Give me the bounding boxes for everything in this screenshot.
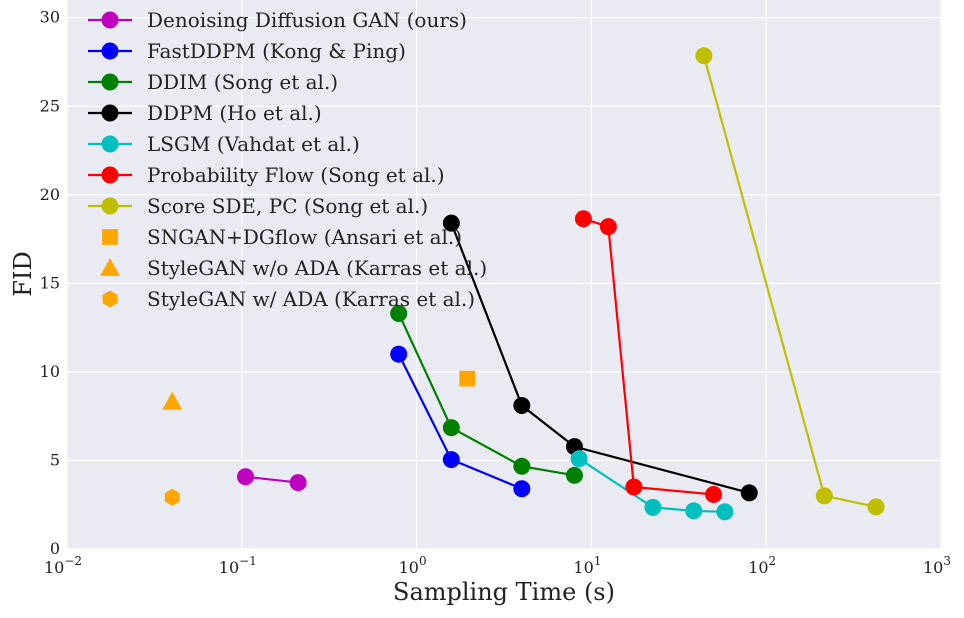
legend-label: LSGM (Vahdat et al.) (147, 132, 360, 156)
legend-label: FastDDPM (Kong & Ping) (147, 39, 406, 63)
legend-label: StyleGAN w/ ADA (Karras et al.) (147, 287, 475, 311)
legend-marker (101, 42, 119, 60)
legend-item-score-sde-pc-song-et-al: Score SDE, PC (Song et al.) (88, 194, 428, 218)
series-ddim-song-et-al (390, 304, 583, 484)
legend-marker (102, 290, 118, 308)
legend: Denoising Diffusion GAN (ours) FastDDPM (… (88, 8, 487, 311)
data-point (289, 474, 307, 492)
legend-item-probability-flow-song-et-al: Probability Flow (Song et al.) (88, 163, 445, 187)
legend-marker (101, 73, 119, 91)
data-point (513, 480, 531, 498)
legend-item-ddpm-ho-et-al: DDPM (Ho et al.) (88, 101, 322, 125)
legend-item-denoising-diffusion-gan-ours: Denoising Diffusion GAN (ours) (88, 8, 467, 32)
legend-label: SNGAN+DGflow (Ansari et al.) (147, 225, 462, 249)
data-point (237, 468, 255, 486)
legend-item-stylegan-w-ada-karras-et-al: StyleGAN w/ ADA (Karras et al.) (102, 287, 475, 311)
legend-label: DDPM (Ho et al.) (147, 101, 322, 125)
series-probability-flow-song-et-al (574, 210, 723, 503)
y-tick-label: 0 (50, 539, 60, 558)
grid (66, 0, 942, 550)
data-point (815, 487, 833, 505)
y-axis-label: FID (9, 251, 37, 296)
data-point (867, 498, 885, 516)
data-point (390, 345, 408, 363)
series-line (583, 217, 714, 496)
y-tick-label: 15 (40, 273, 60, 292)
y-tick-labels: 0 5 10 15 20 25 30 (40, 8, 60, 558)
series-fastddpm-kong-ping (390, 345, 531, 498)
data-point (625, 478, 643, 496)
series-line (245, 475, 299, 484)
data-point (513, 397, 531, 415)
x-axis-label: Sampling Time (s) (393, 578, 615, 606)
legend-label: Probability Flow (Song et al.) (147, 163, 445, 187)
x-tick-label: 100 (399, 554, 427, 577)
x-tick-label: 101 (573, 554, 601, 577)
legend-marker (101, 166, 119, 184)
data-point (705, 485, 723, 503)
x-tick-label: 103 (923, 554, 951, 577)
data-point (695, 47, 713, 65)
legend-item-ddim-song-et-al: DDIM (Song et al.) (88, 70, 338, 94)
data-point (716, 503, 734, 521)
data-point (574, 210, 592, 228)
series-score-sde-pc-song-et-al (695, 47, 885, 516)
x-tick-label: 10−1 (219, 554, 257, 577)
series-layer (162, 47, 885, 521)
series-lsgm-vahdat-et-al (570, 450, 734, 521)
legend-marker (101, 104, 119, 122)
data-point (390, 304, 408, 322)
data-point (513, 457, 531, 475)
series-line (578, 457, 725, 513)
legend-label: StyleGAN w/o ADA (Karras et al.) (147, 256, 487, 280)
legend-marker (100, 258, 120, 276)
legend-marker (101, 135, 119, 153)
legend-marker (101, 197, 119, 215)
legend-item-lsgm-vahdat-et-al: LSGM (Vahdat et al.) (88, 132, 360, 156)
data-point (164, 488, 180, 506)
x-tick-label: 102 (748, 554, 776, 577)
series-line (450, 222, 750, 494)
data-point (644, 498, 662, 516)
series-stylegan-w-o-ada-karras-et-al (162, 391, 183, 410)
data-point (442, 419, 460, 437)
legend-item-fastddpm-kong-ping: FastDDPM (Kong & Ping) (88, 39, 406, 63)
series-sngan-dgflow-ansari-et-al (459, 370, 476, 387)
x-tick-labels: 10−2 10−1 100 101 102 103 (44, 554, 951, 577)
data-point (162, 391, 183, 410)
data-point (459, 370, 476, 387)
series-denoising-diffusion-gan-ours (237, 468, 307, 492)
y-tick-label: 5 (50, 450, 60, 469)
series-ddpm-ho-et-al (442, 214, 758, 502)
y-tick-label: 30 (40, 8, 60, 27)
y-tick-label: 20 (40, 185, 60, 204)
series-stylegan-w-ada-karras-et-al (164, 488, 180, 506)
legend-marker (101, 11, 119, 29)
legend-label: Denoising Diffusion GAN (ours) (147, 8, 467, 32)
data-point (442, 451, 460, 469)
legend-label: Score SDE, PC (Song et al.) (147, 194, 428, 218)
data-point (740, 484, 758, 502)
data-point (570, 450, 588, 468)
legend-item-sngan-dgflow-ansari-et-al: SNGAN+DGflow (Ansari et al.) (102, 225, 462, 249)
data-point (442, 214, 460, 232)
legend-marker (102, 229, 118, 245)
data-point (599, 218, 617, 236)
y-tick-label: 10 (40, 362, 60, 381)
series-line (397, 312, 575, 477)
data-point (565, 466, 583, 484)
data-point (685, 502, 703, 520)
legend-label: DDIM (Song et al.) (147, 70, 338, 94)
y-tick-label: 25 (40, 96, 60, 115)
legend-item-stylegan-w-o-ada-karras-et-al: StyleGAN w/o ADA (Karras et al.) (100, 256, 487, 280)
